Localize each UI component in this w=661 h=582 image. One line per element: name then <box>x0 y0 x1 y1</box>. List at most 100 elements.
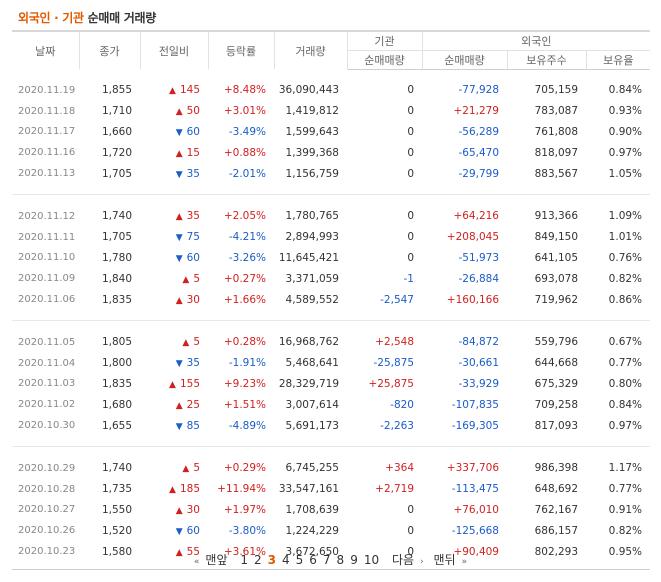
group-separator <box>12 183 651 196</box>
foreign-holdings-cell: 644,668 <box>534 357 578 370</box>
close-cell: 1,550 <box>101 503 132 516</box>
section-title-highlight: 외국인 · 기관 <box>18 11 84 25</box>
table-row: 2020.11.06 1,835 ▲ 30 +1.66% 4,589,552 -2,547 +… <box>12 289 650 310</box>
foreign-ratio-cell: 0.93% <box>608 105 643 118</box>
foreign-ratio-cell: 1.01% <box>608 231 643 244</box>
date-cell: 2020.10.27 <box>18 504 76 516</box>
header-change: 전일비 <box>140 30 209 69</box>
institution-net-cell: 0 <box>407 125 414 138</box>
page-link-3[interactable]: 3 <box>267 553 276 567</box>
foreign-holdings-cell: 818,097 <box>534 146 578 159</box>
institution-net-cell: -2,263 <box>380 419 414 432</box>
table-row: 2020.10.28 1,735 ▲ 185 +11.94% 33,547,161 +2,7… <box>12 479 650 500</box>
spacer <box>12 195 650 206</box>
header-foreign-net: 순매매량 <box>422 49 508 70</box>
header-date: 날짜 <box>12 30 80 69</box>
triangle-up-icon: ▲ <box>175 148 183 159</box>
foreign-net-cell: +90,409 <box>453 545 499 558</box>
table-row: 2020.11.02 1,680 ▲ 25 +1.51% 3,007,614 -820 -10… <box>12 394 650 415</box>
table-row: 2020.11.05 1,805 ▲ 5 +0.28% 16,968,762 +2,548 -… <box>12 332 650 353</box>
page-link-4[interactable]: 4 <box>281 553 290 567</box>
close-cell: 1,520 <box>101 524 132 537</box>
close-cell: 1,740 <box>101 210 132 223</box>
table-row: 2020.11.04 1,800 ▼ 35 -1.91% 5,468,641 -25,875… <box>12 353 650 374</box>
header-volume: 거래량 <box>274 30 348 69</box>
pagination: « 맨앞 1 2 3 4 5 6 7 8 9 10 다음 › 맨뒤 » <box>0 551 661 568</box>
header-foreign-holdings: 보유주수 <box>507 49 587 70</box>
date-cell: 2020.10.29 <box>18 462 76 474</box>
rate-cell: +9.23% <box>223 377 266 390</box>
foreign-ratio-cell: 0.95% <box>608 545 643 558</box>
triangle-up-icon: ▲ <box>182 464 190 475</box>
header-foreign-ratio: 보유율 <box>586 49 651 70</box>
rate-cell: +0.28% <box>223 336 266 349</box>
foreign-net-cell: -65,470 <box>458 146 499 159</box>
first-page-link[interactable]: 맨앞 <box>205 553 228 567</box>
foreign-holdings-cell: 648,692 <box>534 483 578 496</box>
volume-cell: 6,745,255 <box>285 462 339 475</box>
close-cell: 1,710 <box>101 105 132 118</box>
table-row: 2020.11.12 1,740 ▲ 35 +2.05% 1,780,765 0 +64,21… <box>12 206 650 227</box>
triangle-up-icon: ▲ <box>175 547 183 558</box>
page-link-8[interactable]: 8 <box>336 553 345 567</box>
change-cell: ▼ 60 <box>140 520 208 541</box>
foreign-holdings-cell: 913,366 <box>534 210 578 223</box>
next-page-link[interactable]: 다음 <box>391 553 415 567</box>
last-page-link[interactable]: 맨뒤 <box>433 553 456 567</box>
change-value: 145 <box>179 84 200 97</box>
change-cell: ▲ 30 <box>140 289 208 310</box>
header-institution-net: 순매매량 <box>347 49 423 70</box>
page-link-7[interactable]: 7 <box>322 553 331 567</box>
change-cell: ▼ 85 <box>140 415 208 436</box>
institution-net-cell: 0 <box>407 84 414 97</box>
institution-net-cell: -25,875 <box>373 357 414 370</box>
date-cell: 2020.10.28 <box>18 483 76 495</box>
institution-net-cell: 0 <box>407 167 414 180</box>
triangle-down-icon: ▼ <box>175 526 183 537</box>
triangle-up-icon: ▲ <box>175 212 183 223</box>
change-cell: ▲ 50 <box>140 101 208 122</box>
foreign-net-cell: -51,973 <box>458 251 499 264</box>
change-value: 85 <box>186 419 200 432</box>
change-value: 5 <box>193 336 200 349</box>
foreign-ratio-cell: 0.82% <box>608 524 643 537</box>
triangle-up-icon: ▲ <box>175 295 183 306</box>
volume-cell: 1,599,643 <box>285 125 339 138</box>
page-link-6[interactable]: 6 <box>309 553 317 567</box>
institution-net-cell: +2,719 <box>375 483 414 496</box>
triangle-up-icon: ▲ <box>169 379 176 390</box>
close-cell: 1,835 <box>101 377 132 390</box>
page-link-9[interactable]: 9 <box>350 553 358 567</box>
volume-cell: 1,156,759 <box>285 167 339 180</box>
foreign-net-cell: +208,045 <box>446 231 499 244</box>
page-link-5[interactable]: 5 <box>295 553 304 567</box>
change-cell: ▲ 145 <box>140 80 208 101</box>
section-title-rest: 순매매 거래량 <box>87 11 157 25</box>
table-row: 2020.11.18 1,710 ▲ 50 +3.01% 1,419,812 0 +21,27… <box>12 101 650 122</box>
volume-cell: 4,589,552 <box>285 293 339 306</box>
table-row: 2020.11.11 1,705 ▼ 75 -4.21% 2,894,993 0 +208,0… <box>12 227 650 248</box>
foreign-holdings-cell: 783,087 <box>534 105 578 118</box>
date-cell: 2020.10.23 <box>18 546 76 558</box>
foreign-net-cell: -113,475 <box>451 483 499 496</box>
close-cell: 1,655 <box>101 419 132 432</box>
group-separator <box>12 309 651 322</box>
change-cell: ▲ 5 <box>140 332 208 353</box>
group-separator <box>12 561 651 571</box>
change-value: 30 <box>186 503 200 516</box>
rate-cell: -3.49% <box>228 125 266 138</box>
rate-cell: +1.66% <box>223 293 266 306</box>
rate-cell: -1.91% <box>228 357 266 370</box>
volume-cell: 5,468,641 <box>285 357 339 370</box>
foreign-net-cell: -33,929 <box>458 377 499 390</box>
date-cell: 2020.11.09 <box>18 273 76 285</box>
table-row: 2020.11.16 1,720 ▲ 15 +0.88% 1,399,368 0 -65,47… <box>12 142 650 163</box>
page-link-1[interactable]: 1 <box>240 553 248 567</box>
triangle-up-icon: ▲ <box>175 107 183 118</box>
date-cell: 2020.11.05 <box>18 336 76 348</box>
page-link-2[interactable]: 2 <box>253 553 262 567</box>
rate-cell: +1.51% <box>223 398 266 411</box>
page-link-10[interactable]: 10 <box>363 553 380 567</box>
change-value: 60 <box>186 125 200 138</box>
volume-cell: 28,329,719 <box>278 377 339 390</box>
